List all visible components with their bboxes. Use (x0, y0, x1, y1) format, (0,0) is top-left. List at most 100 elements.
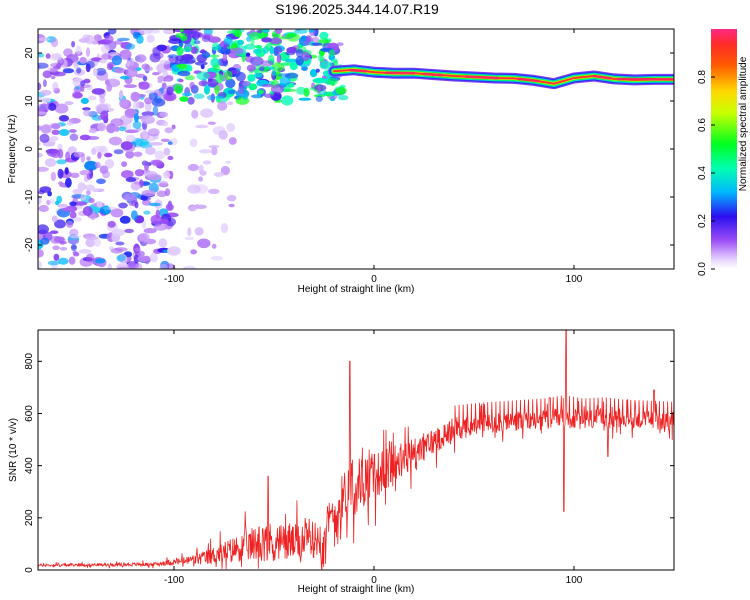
noise-blob (191, 109, 199, 119)
noise-blob (141, 63, 150, 70)
noise-blob (104, 159, 115, 169)
noise-blob (132, 120, 142, 130)
noise-blob (261, 84, 274, 88)
noise-blob (40, 124, 52, 134)
noise-blob (120, 75, 131, 80)
noise-blob (137, 255, 151, 262)
spec-ytick-label: 10 (24, 95, 35, 107)
noise-blob (42, 70, 52, 79)
noise-blob (52, 71, 66, 77)
noise-blob (254, 45, 263, 49)
spec-ytick-label: -10 (24, 189, 35, 204)
noise-blob (273, 46, 283, 55)
noise-blob (164, 188, 171, 197)
noise-blob (214, 73, 224, 84)
noise-blob (61, 207, 75, 212)
noise-blob (38, 204, 49, 213)
noise-blob (195, 124, 209, 129)
noise-blob (57, 203, 68, 208)
spec-xtick-label: 0 (371, 274, 377, 285)
noise-blob (274, 29, 283, 35)
noise-blob (52, 81, 59, 92)
noise-blob (225, 160, 232, 164)
snr-y-ticks: 0 200 400 600 800 (24, 353, 674, 573)
noise-blob (294, 29, 308, 34)
spectrogram-x-label: Height of straight line (km) (298, 284, 415, 295)
noise-blob (337, 95, 349, 101)
noise-blob (264, 93, 275, 99)
noise-blob (296, 86, 306, 95)
colorbar-tick-label: 0.2 (697, 214, 708, 228)
noise-blob (51, 123, 61, 130)
snr-x-label: Height of straight line (km) (298, 584, 415, 595)
noise-blob (301, 66, 308, 71)
noise-blob (97, 122, 106, 132)
noise-blob (125, 67, 138, 78)
noise-blob (65, 151, 71, 161)
noise-blob (189, 138, 198, 148)
noise-blob (187, 227, 192, 237)
noise-blob (80, 97, 89, 104)
noise-blob (49, 54, 62, 61)
noise-blob (208, 54, 220, 58)
noise-blob (130, 181, 141, 191)
noise-blob (284, 88, 297, 92)
noise-blob (84, 160, 98, 171)
noise-blob (199, 170, 207, 176)
noise-blob (50, 230, 59, 234)
noise-blob (246, 36, 252, 42)
noise-blob (58, 129, 70, 136)
noise-blob (264, 66, 269, 73)
noise-blob (228, 137, 237, 145)
noise-blob (88, 197, 95, 204)
snr-ytick-label: 800 (24, 353, 35, 370)
noise-blob (80, 193, 87, 201)
noise-blob (116, 254, 126, 262)
noise-blob (165, 203, 174, 211)
noise-blob (73, 216, 82, 222)
noise-blob (326, 77, 339, 86)
noise-blob (229, 69, 240, 75)
noise-blob (201, 51, 211, 59)
noise-blob (64, 167, 69, 175)
noise-blob (309, 69, 318, 78)
noise-blob (156, 91, 162, 96)
noise-blob (100, 104, 109, 109)
noise-blob (190, 249, 198, 255)
noise-blob (54, 103, 69, 114)
colorbar-tick-label: 0.0 (697, 262, 708, 276)
noise-blob (152, 47, 161, 57)
noise-blob (227, 89, 237, 95)
snr-y-label: SNR (10 * v/v) (8, 418, 19, 482)
noise-blob (194, 61, 208, 66)
noise-blob (71, 41, 76, 48)
noise-blob (167, 155, 174, 161)
noise-blob (185, 64, 193, 72)
noise-blob (133, 113, 139, 123)
noise-blob (271, 69, 277, 77)
noise-blob (308, 29, 314, 33)
noise-blob (123, 84, 137, 88)
noise-blob (149, 252, 158, 263)
noise-blob (132, 31, 139, 39)
noise-blob (38, 53, 45, 58)
noise-blob (183, 265, 196, 269)
noise-blob (181, 54, 194, 61)
noise-blob (165, 217, 176, 227)
noise-blob (167, 141, 173, 146)
noise-blob (242, 94, 249, 100)
noise-blob (75, 86, 80, 90)
noise-blob (196, 71, 210, 81)
noise-blob (184, 46, 192, 52)
noise-blob (197, 238, 211, 249)
noise-blob (149, 142, 164, 146)
noise-blob (86, 47, 90, 58)
noise-blob (159, 263, 168, 269)
colorbar-gradient (711, 29, 737, 269)
noise-blob (100, 110, 109, 121)
noise-blob (135, 54, 147, 63)
noise-blob (107, 263, 112, 269)
noise-blob (64, 101, 74, 106)
noise-blob (235, 71, 246, 82)
noise-blob (80, 153, 86, 163)
